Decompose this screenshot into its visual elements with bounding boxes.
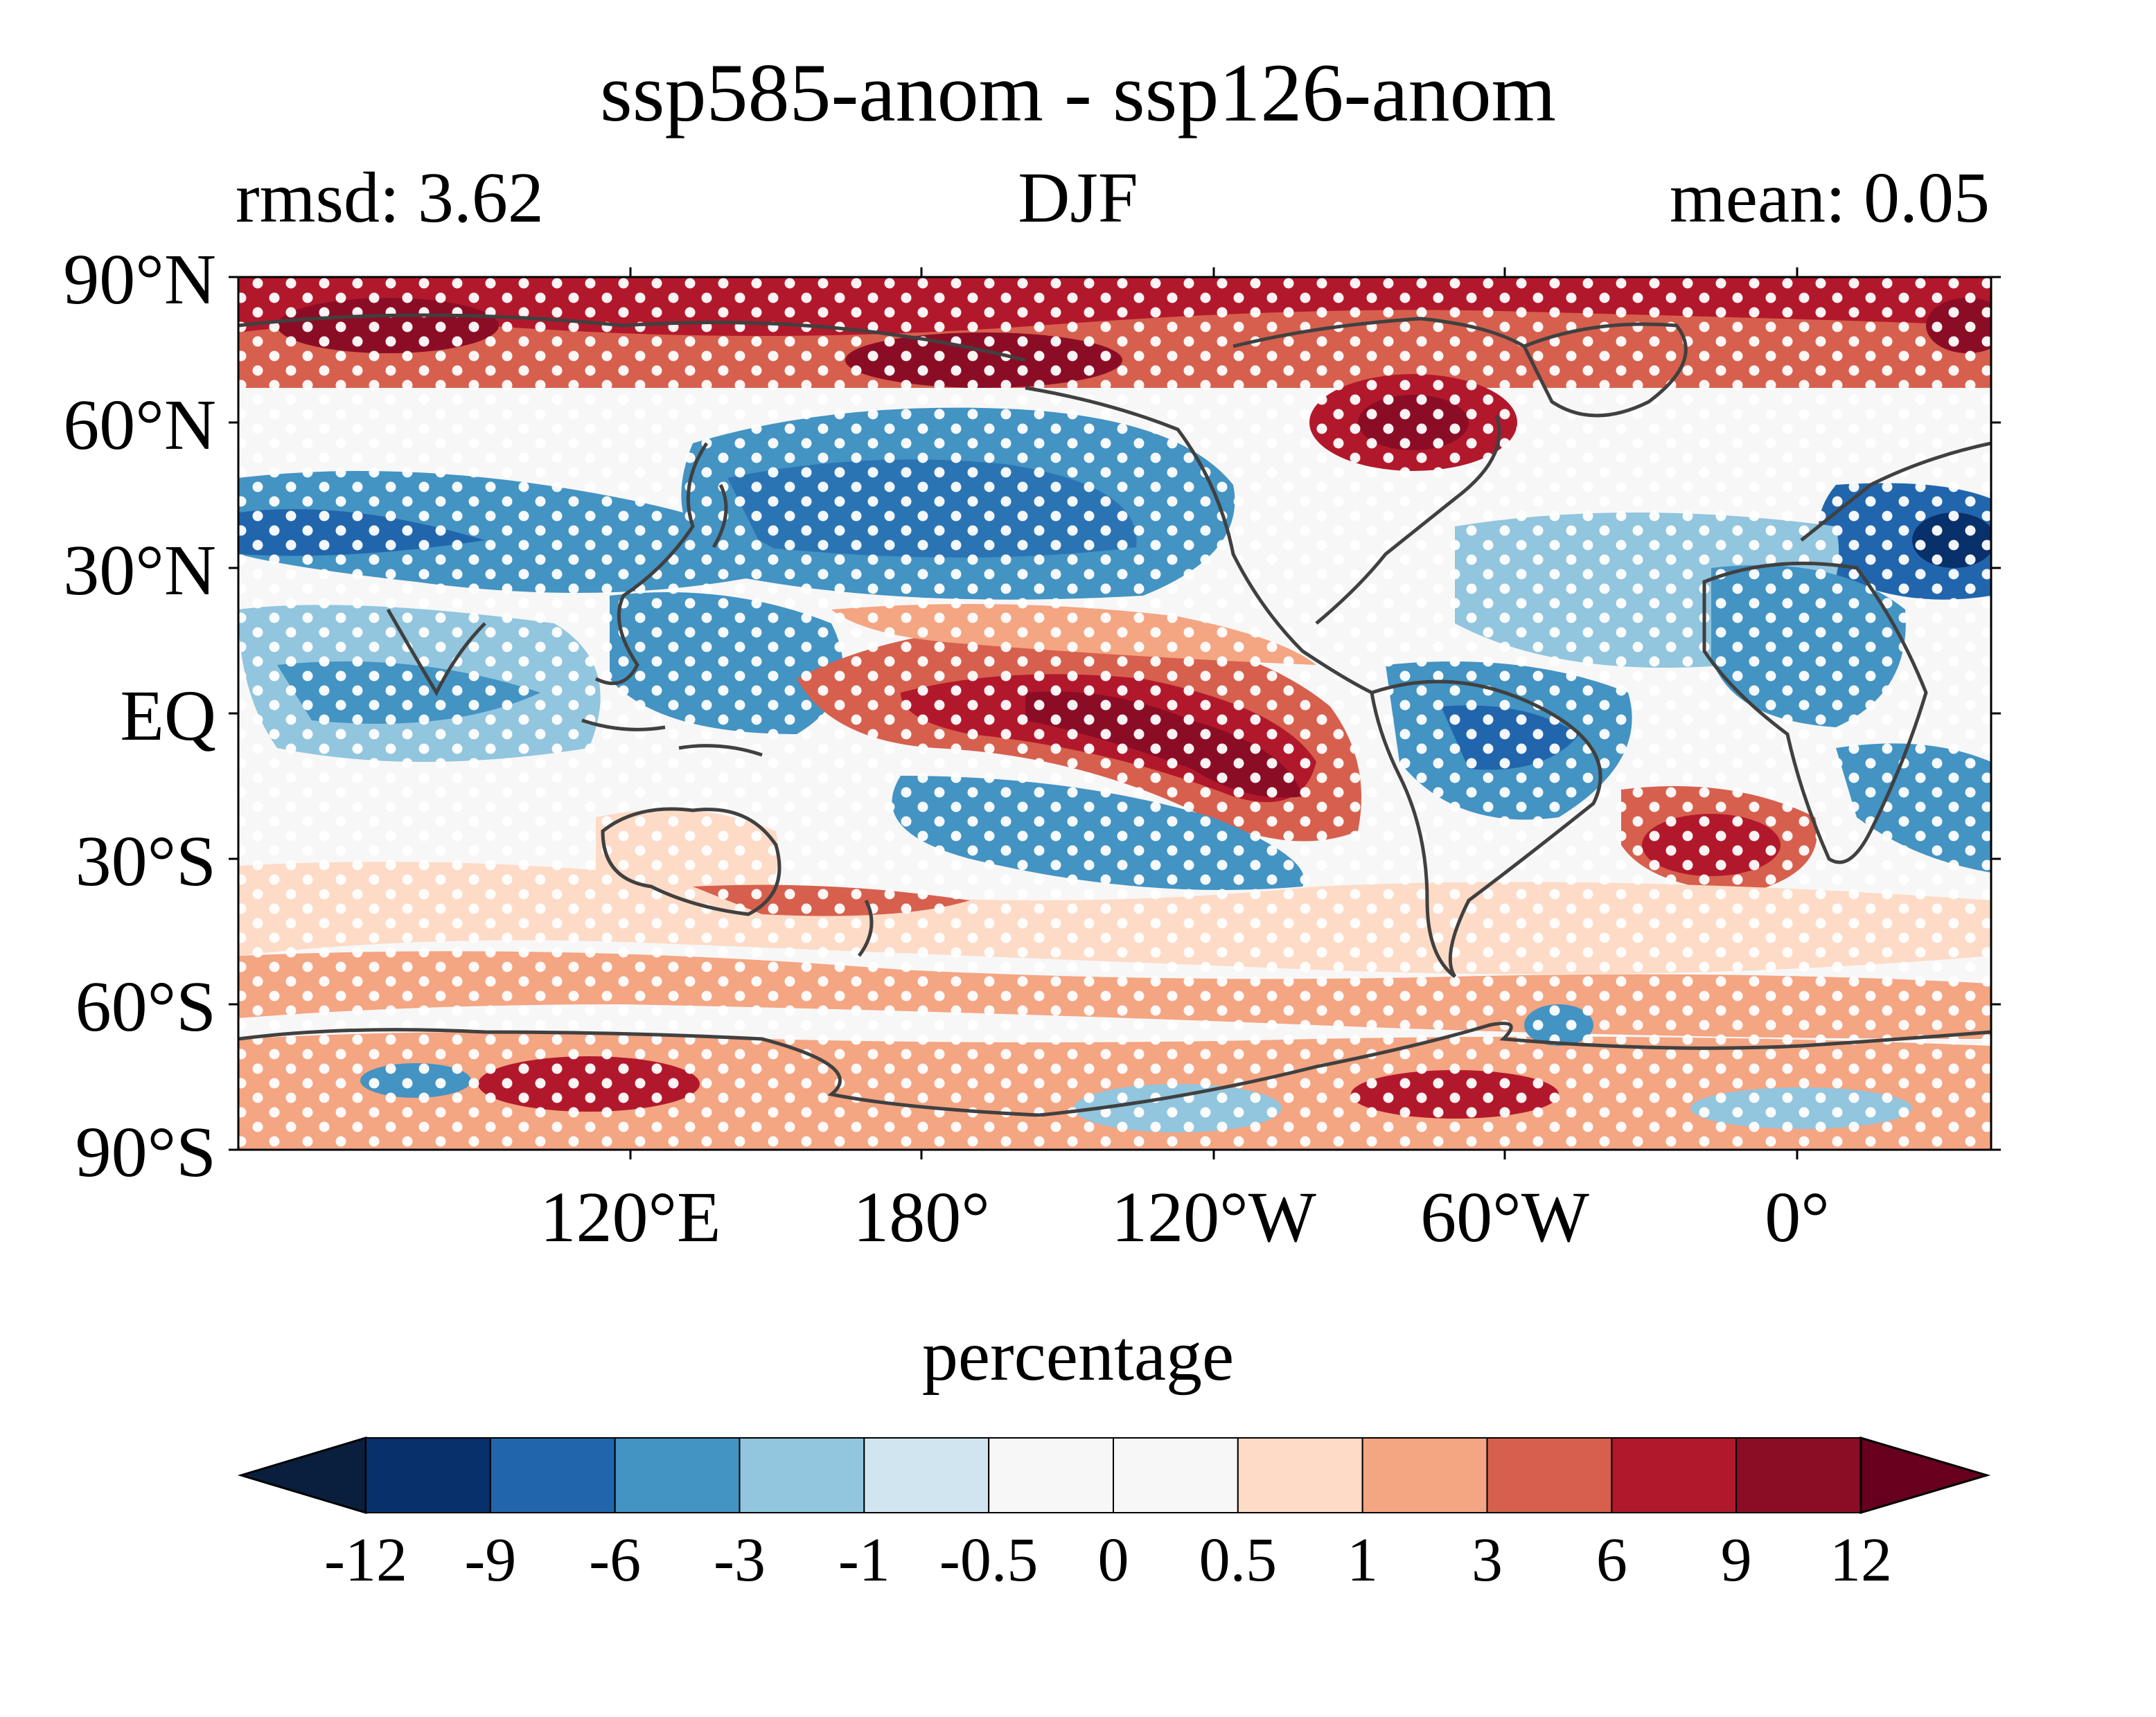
- colorbar: [237, 1436, 1991, 1515]
- coastlines: [238, 313, 1991, 1117]
- map-title: ssp585-anom - ssp126-anom: [600, 46, 1556, 139]
- lon-label-0: 0°: [1765, 1177, 1830, 1257]
- season-label: DJF: [1018, 158, 1138, 238]
- colorbar-tick-label: 9: [1720, 1526, 1752, 1594]
- colorbar-box: [863, 1437, 990, 1513]
- lat-label-60n: 60°N: [63, 385, 216, 465]
- lat-label-90s: 90°S: [75, 1112, 216, 1192]
- colorbar-tick-label: -6: [589, 1526, 642, 1594]
- colorbar-box: [1486, 1437, 1613, 1513]
- lat-label-60s: 60°S: [75, 967, 216, 1047]
- colorbar-tick-label: -1: [838, 1526, 890, 1594]
- colorbar-box: [739, 1437, 865, 1513]
- colorbar-box: [1735, 1437, 1862, 1513]
- colorbar-tick-label: 1: [1347, 1526, 1379, 1594]
- rmsd-label: rmsd: 3.62: [236, 158, 544, 238]
- colorbar-box: [365, 1437, 491, 1513]
- map-field: [238, 277, 1991, 1150]
- colorbar-tick-label: 0.5: [1199, 1526, 1278, 1594]
- colorbar-box: [614, 1437, 741, 1513]
- lon-label-120e: 120°E: [540, 1177, 721, 1257]
- map-ticks: [229, 267, 2001, 1159]
- colorbar-box: [489, 1437, 616, 1513]
- colorbar-tick-label: -9: [464, 1526, 517, 1594]
- mean-label: mean: 0.05: [1669, 158, 1990, 238]
- lat-label-30n: 30°N: [63, 531, 216, 610]
- lon-label-180: 180°: [853, 1177, 990, 1257]
- colorbar-box: [988, 1437, 1114, 1513]
- colorbar-tick-label: 0: [1097, 1526, 1129, 1594]
- colorbar-tick-label: -0.5: [939, 1526, 1039, 1594]
- colorbar-extend-high: [1859, 1436, 1991, 1515]
- colorbar-box: [1237, 1437, 1363, 1513]
- colorbar-tick-label: 3: [1472, 1526, 1503, 1594]
- colorbar-title: percentage: [921, 1316, 1235, 1396]
- colorbar-extend-low: [237, 1436, 367, 1515]
- lat-label-30s: 30°S: [75, 821, 216, 901]
- lat-label-90n: 90°N: [63, 240, 216, 319]
- lat-label-eq: EQ: [120, 676, 216, 756]
- lon-label-120w: 120°W: [1111, 1177, 1316, 1257]
- colorbar-box: [1611, 1437, 1738, 1513]
- colorbar-tick-label: -3: [714, 1526, 766, 1594]
- colorbar-tick-label: 6: [1596, 1526, 1627, 1594]
- lon-label-60w: 60°W: [1420, 1177, 1589, 1257]
- colorbar-box: [1113, 1437, 1239, 1513]
- colorbar-box: [1361, 1437, 1488, 1513]
- colorbar-tick-label: -12: [324, 1526, 407, 1594]
- colorbar-tick-label: 12: [1830, 1526, 1892, 1594]
